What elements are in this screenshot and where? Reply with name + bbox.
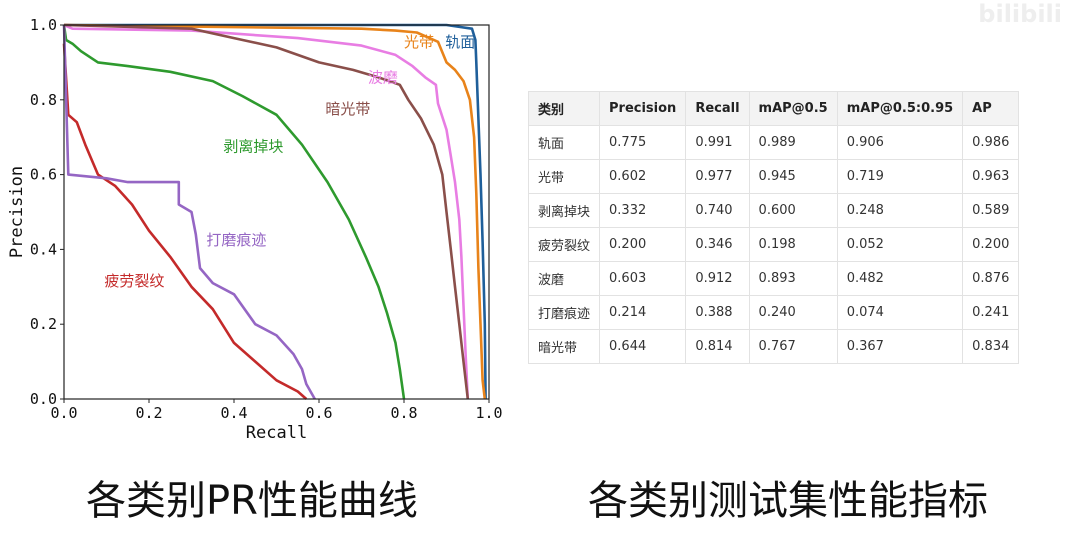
pr-curve-6	[63, 23, 470, 400]
table-cell: 0.991	[685, 125, 750, 160]
table-cell: 0.332	[599, 193, 687, 228]
table-row: 打磨痕迹 0.214 0.388 0.240 0.074 0.241	[527, 295, 1020, 330]
x-axis-label: Recall	[246, 423, 307, 443]
table-header-cell: mAP@0.5:0.95	[836, 91, 964, 126]
table-row: 光带 0.602 0.977 0.945 0.719 0.963	[527, 159, 1020, 194]
axis-ticks: 0.0 0.2 0.4 0.6 0.8 1.0 0.0 0.2 0.4 0.6 0.8 1.0	[30, 16, 503, 422]
curve-label: 暗光带	[325, 100, 370, 118]
table-cell: 0.200	[962, 227, 1020, 262]
table-cell: 0.893	[748, 261, 838, 296]
table-cell: 0.719	[836, 159, 964, 194]
table-header-cell: mAP@0.5	[748, 91, 838, 126]
table-cell: 0.906	[836, 125, 964, 160]
x-tick-label: 0.2	[135, 404, 162, 422]
table-cell: 0.834	[962, 329, 1020, 364]
table-cell: 0.367	[836, 329, 964, 364]
pr-curve-3	[62, 43, 308, 400]
table-cell: 0.198	[748, 227, 838, 262]
table-cell: 打磨痕迹	[527, 295, 601, 330]
table-cell: 0.074	[836, 295, 964, 330]
table-header-cell: AP	[962, 91, 1020, 126]
pr-curve-4	[63, 23, 470, 400]
table-body: 轨面 0.775 0.991 0.989 0.906 0.986 光带 0.602 0.977 0…	[527, 125, 1020, 364]
table-cell: 0.482	[836, 261, 964, 296]
table-cell: 0.214	[599, 295, 687, 330]
table-cell: 光带	[527, 159, 601, 194]
table-cell: 0.240	[748, 295, 838, 330]
table-cell: 0.740	[685, 193, 750, 228]
x-tick-label: 0.4	[220, 404, 247, 422]
table-cell: 0.977	[685, 159, 750, 194]
y-tick-label: 0.6	[30, 166, 57, 184]
right-caption: 各类别测试集性能指标	[588, 478, 988, 524]
table-cell: 0.767	[748, 329, 838, 364]
x-tick-label: 0.6	[305, 404, 332, 422]
left-caption: 各类别PR性能曲线	[86, 478, 418, 524]
pr-curve-5	[62, 24, 316, 400]
curve-label: 剥离掉块	[223, 138, 283, 156]
table-cell: 暗光带	[527, 329, 601, 364]
bilibili-watermark: bilibili	[978, 0, 1062, 28]
y-axis-label: Precision	[7, 166, 27, 258]
table-cell: 0.589	[962, 193, 1020, 228]
pr-curve-1	[63, 23, 487, 400]
table-header-row: 类别 Precision Recall mAP@0.5 mAP@0.5:0.95 AP	[527, 91, 1020, 126]
y-tick-label: 1.0	[30, 16, 57, 34]
table-cell: 0.600	[748, 193, 838, 228]
y-tick-label: 0.8	[30, 91, 57, 109]
table-cell: 0.603	[599, 261, 687, 296]
table-cell: 0.986	[962, 125, 1020, 160]
table-cell: 0.346	[685, 227, 750, 262]
curve-label: 打磨痕迹	[206, 231, 266, 249]
table-row: 轨面 0.775 0.991 0.989 0.906 0.986	[527, 125, 1020, 160]
metrics-table: 类别 Precision Recall mAP@0.5 mAP@0.5:0.95 AP 轨…	[527, 91, 1020, 364]
table-cell: 0.912	[685, 261, 750, 296]
table-row: 波磨 0.603 0.912 0.893 0.482 0.876	[527, 261, 1020, 296]
table-cell: 0.052	[836, 227, 964, 262]
plot-frame	[63, 24, 490, 400]
pr-curve-chart: 0.0 0.2 0.4 0.6 0.8 1.0 0.0 0.2 0.4 0.6 0.8 1.0 光带轨…	[7, 16, 503, 443]
table-row: 暗光带 0.644 0.814 0.767 0.367 0.834	[527, 329, 1020, 364]
table-cell: 0.644	[599, 329, 687, 364]
table-row: 剥离掉块 0.332 0.740 0.600 0.248 0.589	[527, 193, 1020, 228]
table-header-cell: 类别	[527, 91, 601, 126]
curve-label: 光带	[404, 33, 434, 51]
table-cell: 轨面	[527, 125, 601, 160]
table-cell: 0.814	[685, 329, 750, 364]
table-header-cell: Recall	[685, 91, 750, 126]
y-tick-label: 0.2	[30, 315, 57, 333]
table-header-cell: Precision	[599, 91, 687, 126]
y-tick-label: 0.0	[30, 390, 57, 408]
table-cell: 波磨	[527, 261, 601, 296]
pr-curve-2	[62, 24, 406, 400]
x-tick-label: 1.0	[475, 404, 502, 422]
x-tick-label: 0.8	[390, 404, 417, 422]
table-cell: 0.241	[962, 295, 1020, 330]
table-cell: 0.775	[599, 125, 687, 160]
table-cell: 0.602	[599, 159, 687, 194]
y-tick-label: 0.4	[30, 240, 57, 258]
pr-curves	[62, 23, 487, 400]
table-cell: 0.248	[836, 193, 964, 228]
table-row: 疲劳裂纹 0.200 0.346 0.198 0.052 0.200	[527, 227, 1020, 262]
x-tick-label: 0.0	[50, 404, 77, 422]
table-cell: 0.200	[599, 227, 687, 262]
curve-label: 轨面	[445, 33, 475, 51]
table-cell: 0.945	[748, 159, 838, 194]
table-cell: 0.989	[748, 125, 838, 160]
table-cell: 0.963	[962, 159, 1020, 194]
table-cell: 0.876	[962, 261, 1020, 296]
table-cell: 剥离掉块	[527, 193, 601, 228]
table-cell: 0.388	[685, 295, 750, 330]
curve-label: 波磨	[368, 68, 398, 86]
curve-label: 疲劳裂纹	[104, 272, 164, 290]
pr-curve-0	[64, 23, 487, 400]
table-cell: 疲劳裂纹	[527, 227, 601, 262]
